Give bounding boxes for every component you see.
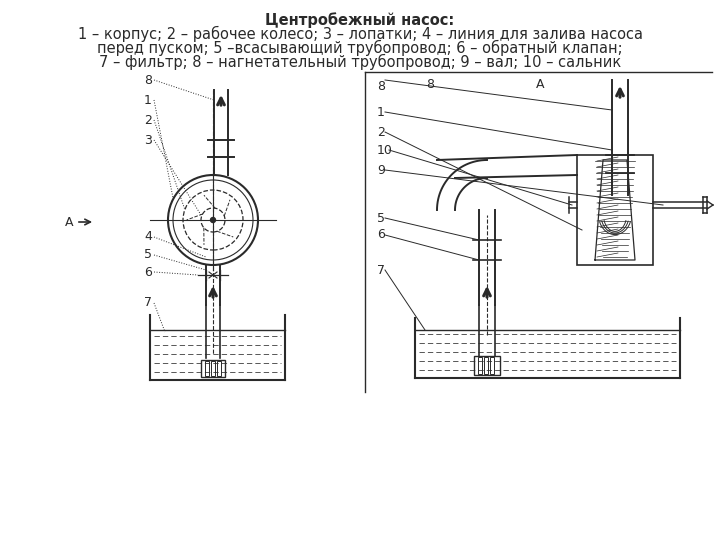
Text: 7: 7 <box>144 296 152 309</box>
Text: 7: 7 <box>377 264 385 276</box>
Text: 1 – корпус; 2 – рабочее колесо; 3 – лопатки; 4 – линия для залива насоса: 1 – корпус; 2 – рабочее колесо; 3 – лопа… <box>78 26 642 42</box>
Text: 8: 8 <box>426 78 434 91</box>
Bar <box>205 361 209 376</box>
Text: 1: 1 <box>144 93 152 106</box>
Text: A: A <box>536 78 544 91</box>
Text: 7 – фильтр; 8 – нагнетательный трубопровод; 9 – вал; 10 – сальник: 7 – фильтр; 8 – нагнетательный трубопров… <box>99 54 621 70</box>
Bar <box>474 356 500 375</box>
Text: 5: 5 <box>144 248 152 261</box>
Text: 1: 1 <box>377 105 385 118</box>
Text: Центробежный насос:: Центробежный насос: <box>266 12 454 28</box>
Circle shape <box>210 218 215 222</box>
Text: 2: 2 <box>377 125 385 138</box>
Text: 2: 2 <box>144 113 152 126</box>
Text: 3: 3 <box>144 133 152 146</box>
Bar <box>201 360 225 377</box>
Bar <box>211 361 215 376</box>
Text: A: A <box>65 215 73 228</box>
Text: 8: 8 <box>377 80 385 93</box>
Text: 6: 6 <box>144 266 152 279</box>
Bar <box>577 155 653 265</box>
Text: 9: 9 <box>377 164 385 177</box>
Bar <box>490 357 494 374</box>
Text: 5: 5 <box>377 212 385 225</box>
Text: 6: 6 <box>377 228 385 241</box>
Text: перед пуском; 5 –всасывающий трубопровод; 6 – обратный клапан;: перед пуском; 5 –всасывающий трубопровод… <box>97 40 623 56</box>
Text: 10: 10 <box>377 144 393 157</box>
Bar <box>484 357 488 374</box>
Text: 4: 4 <box>144 231 152 244</box>
Text: 8: 8 <box>144 73 152 86</box>
Bar <box>478 357 482 374</box>
Bar <box>217 361 221 376</box>
